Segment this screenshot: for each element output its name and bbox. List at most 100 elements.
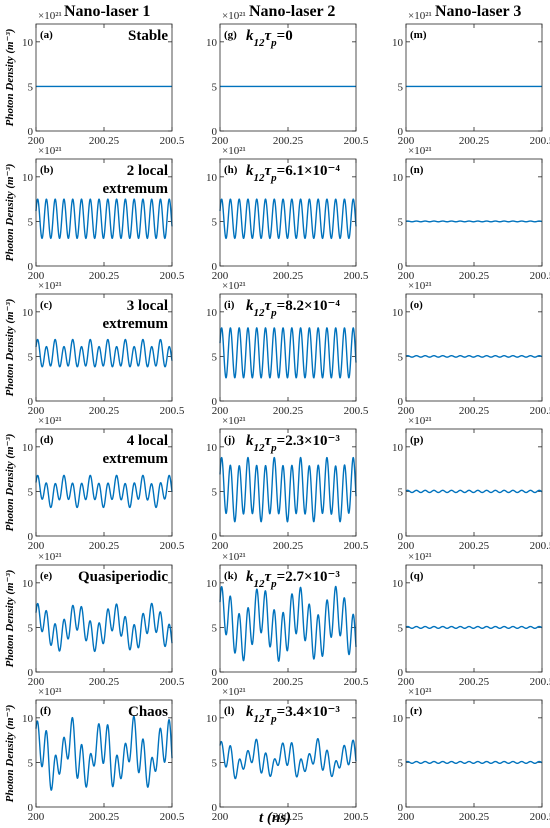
y-axis-label: Photon Density (m⁻³) bbox=[4, 434, 16, 532]
panel-q: 0 5 10 200 200.25 200.5 ×10²¹ (q) bbox=[392, 551, 550, 688]
plot-frame bbox=[219, 158, 357, 267]
panel-grid: 0 5 10 200 200.25 200.5 ×10²¹ (a) Stable Photon D… bbox=[4, 10, 550, 823]
panel-annotation: Quasiperiodic bbox=[78, 569, 168, 585]
panel-annotation: extremum bbox=[102, 451, 168, 467]
x-tick-label: 200.5 bbox=[160, 405, 185, 417]
x-tick-label: 200 bbox=[398, 270, 415, 282]
x-tick-label: 200.5 bbox=[530, 135, 550, 147]
panel-letter: (j) bbox=[224, 434, 235, 446]
panel-r: 0 5 10 200 200.25 200.5 ×10²¹ (r) bbox=[392, 686, 550, 823]
y-exponent-label: ×10²¹ bbox=[408, 551, 432, 563]
y-tick-label: 0 bbox=[212, 396, 218, 408]
panel-c: 0 5 10 200 200.25 200.5 ×10²¹ (c) 3 local extremu… bbox=[4, 280, 185, 417]
x-tick-label: 200.5 bbox=[160, 135, 185, 147]
y-exponent-label: ×10²¹ bbox=[222, 551, 246, 563]
y-exponent-label: ×10²¹ bbox=[408, 686, 432, 698]
x-tick-label: 200 bbox=[28, 811, 45, 823]
y-tick-label: 0 bbox=[28, 126, 34, 138]
plot-frame bbox=[405, 564, 543, 673]
x-tick-label: 200.25 bbox=[459, 135, 490, 147]
photon-density-trace bbox=[35, 338, 173, 368]
x-tick-label: 200 bbox=[212, 270, 229, 282]
panel-annotation: k12τp=6.1×10⁻⁴ bbox=[246, 163, 340, 184]
panel-letter: (m) bbox=[410, 29, 427, 41]
photon-density-trace bbox=[219, 585, 357, 662]
x-tick-label: 200 bbox=[398, 135, 415, 147]
y-axis-label: Photon Density (m⁻³) bbox=[4, 705, 16, 803]
y-tick-label: 5 bbox=[28, 757, 34, 769]
y-tick-label: 10 bbox=[22, 578, 34, 590]
panel-m: 0 5 10 200 200.25 200.5 ×10²¹ (m) bbox=[392, 10, 550, 147]
panel-letter: (l) bbox=[224, 705, 235, 717]
x-tick-label: 200.5 bbox=[344, 270, 369, 282]
x-tick-label: 200.5 bbox=[344, 676, 369, 688]
y-tick-label: 10 bbox=[392, 713, 404, 725]
y-tick-label: 0 bbox=[398, 802, 404, 814]
panel-letter: (n) bbox=[410, 164, 424, 176]
x-tick-label: 200.5 bbox=[530, 811, 550, 823]
x-tick-label: 200.25 bbox=[89, 811, 120, 823]
panel-letter: (d) bbox=[40, 434, 54, 446]
x-tick-label: 200 bbox=[398, 676, 415, 688]
y-exponent-label: ×10²¹ bbox=[222, 686, 246, 698]
panel-annotation: extremum bbox=[102, 316, 168, 332]
panel-letter: (i) bbox=[224, 299, 235, 311]
photon-density-trace bbox=[35, 198, 173, 240]
photon-density-trace bbox=[35, 715, 173, 791]
plot-frame bbox=[405, 23, 543, 132]
y-tick-label: 5 bbox=[212, 216, 218, 228]
y-tick-label: 5 bbox=[398, 486, 404, 498]
y-tick-label: 10 bbox=[22, 172, 34, 184]
y-tick-label: 5 bbox=[212, 81, 218, 93]
plot-frame bbox=[405, 158, 543, 267]
x-tick-label: 200.5 bbox=[344, 540, 369, 552]
y-axis-label: Photon Density (m⁻³) bbox=[4, 29, 16, 127]
panel-letter: (p) bbox=[410, 434, 424, 446]
plot-frame bbox=[405, 428, 543, 537]
plot-frame bbox=[219, 699, 357, 808]
x-tick-label: 200 bbox=[212, 405, 229, 417]
x-tick-label: 200.25 bbox=[459, 405, 490, 417]
column-title-2: Nano-laser 2 bbox=[249, 3, 335, 20]
photon-density-trace bbox=[219, 327, 357, 379]
y-exponent-label: ×10²¹ bbox=[38, 280, 62, 292]
x-tick-label: 200 bbox=[28, 676, 45, 688]
plot-frame bbox=[35, 564, 173, 673]
y-tick-label: 0 bbox=[398, 126, 404, 138]
y-exponent-label: ×10²¹ bbox=[222, 280, 246, 292]
panel-annotation: k12τp=0 bbox=[246, 28, 293, 49]
panel-letter: (a) bbox=[40, 29, 53, 41]
panel-annotation: k12τp=8.2×10⁻⁴ bbox=[246, 298, 340, 319]
y-exponent-label: ×10²¹ bbox=[222, 10, 246, 22]
panel-letter: (f) bbox=[40, 705, 51, 717]
x-tick-label: 200.25 bbox=[459, 270, 490, 282]
y-exponent-label: ×10²¹ bbox=[408, 415, 432, 427]
y-tick-label: 0 bbox=[398, 396, 404, 408]
y-tick-label: 0 bbox=[212, 261, 218, 273]
x-tick-label: 200 bbox=[28, 540, 45, 552]
x-tick-label: 200.5 bbox=[530, 270, 550, 282]
x-tick-label: 200.25 bbox=[459, 676, 490, 688]
y-tick-label: 10 bbox=[206, 442, 218, 454]
photon-density-trace bbox=[219, 198, 357, 240]
y-tick-label: 0 bbox=[212, 126, 218, 138]
column-title-3: Nano-laser 3 bbox=[435, 3, 521, 20]
x-tick-label: 200.5 bbox=[344, 811, 369, 823]
panel-o: 0 5 10 200 200.25 200.5 ×10²¹ (o) bbox=[392, 280, 550, 417]
x-tick-label: 200 bbox=[398, 405, 415, 417]
panel-j: 0 5 10 200 200.25 200.5 ×10²¹ (j) k12τp=2.3×10⁻³ bbox=[206, 415, 369, 552]
panel-g: 0 5 10 200 200.25 200.5 ×10²¹ (g) k12τp=0 bbox=[206, 10, 369, 147]
y-tick-label: 5 bbox=[212, 351, 218, 363]
y-tick-label: 10 bbox=[392, 172, 404, 184]
photon-density-trace bbox=[405, 220, 543, 223]
x-tick-label: 200.25 bbox=[273, 540, 304, 552]
panel-annotation: k12τp=3.4×10⁻³ bbox=[246, 704, 340, 725]
plot-frame bbox=[219, 428, 357, 537]
x-axis-label: t (ns) bbox=[259, 810, 291, 826]
y-tick-label: 0 bbox=[28, 802, 34, 814]
y-tick-label: 10 bbox=[392, 578, 404, 590]
panel-letter: (b) bbox=[40, 164, 54, 176]
y-exponent-label: ×10²¹ bbox=[408, 145, 432, 157]
y-axis-label: Photon Density (m⁻³) bbox=[4, 299, 16, 397]
